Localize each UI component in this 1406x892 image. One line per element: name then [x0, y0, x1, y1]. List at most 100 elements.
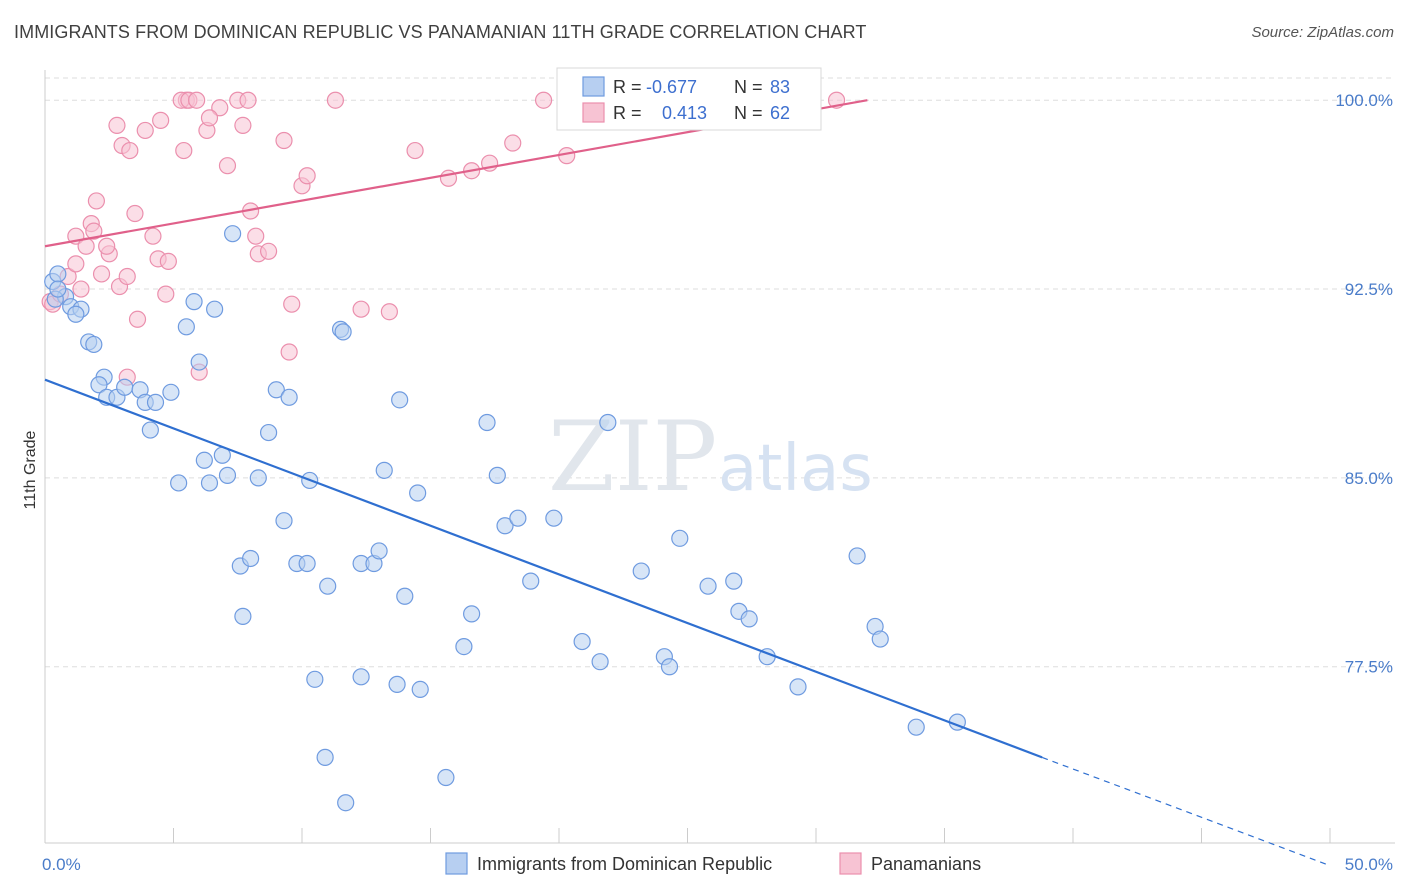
blue-data-point [725, 572, 743, 590]
blue-data-point [907, 718, 925, 736]
blue-data-point [170, 474, 188, 492]
stats-pink-r-label: R = [613, 103, 642, 123]
blue-data-point [388, 675, 406, 693]
blue-data-point [234, 607, 252, 625]
pink-data-point [352, 300, 370, 318]
blue-data-point [391, 391, 409, 409]
pink-data-point [259, 242, 278, 260]
blue-data-point [437, 768, 455, 787]
pink-data-point [159, 252, 177, 270]
blue-data-point [162, 383, 180, 401]
blue-data-point [249, 469, 267, 487]
blue-data-point [352, 668, 370, 686]
pink-data-point [211, 99, 229, 117]
y-tick-label: 77.5% [1345, 658, 1393, 677]
blue-data-point [496, 517, 514, 535]
blue-data-point [591, 653, 609, 671]
blue-data-point [740, 610, 758, 628]
blue-data-point [141, 421, 159, 439]
watermark: ZIP atlas [548, 401, 873, 513]
blue-data-point [259, 423, 278, 442]
blue-data-point [49, 265, 67, 283]
legend-blue-label: Immigrants from Dominican Republic [477, 854, 772, 874]
x-tick-label: 50.0% [1345, 855, 1393, 874]
blue-data-point [280, 388, 298, 406]
stats-blue-r-value: -0.677 [646, 77, 697, 97]
pink-data-point [126, 204, 144, 223]
chart-title: IMMIGRANTS FROM DOMINICAN REPUBLIC VS PA… [14, 22, 867, 42]
blue-data-point [789, 678, 807, 696]
pink-data-point [283, 295, 301, 313]
stats-box: R = -0.677 N = 83 R = 0.413 N = 62 [556, 67, 822, 131]
blue-data-point [306, 670, 324, 688]
legend-pink-swatch [839, 852, 862, 875]
pink-data-point [239, 91, 257, 109]
blue-data-point [573, 632, 591, 651]
blue-data-point [67, 305, 85, 323]
blue-data-point [478, 413, 496, 432]
blue-data-point [671, 529, 689, 547]
pink-points [41, 91, 846, 386]
blue-data-point [319, 577, 337, 595]
blue-data-point [195, 451, 213, 469]
gridlines [45, 77, 1395, 668]
legend: Immigrants from Dominican Republic Panam… [445, 852, 981, 875]
y-tick-label: 100.0% [1335, 91, 1393, 110]
blue-data-point [90, 376, 108, 394]
pink-data-point [247, 227, 265, 245]
pink-data-point [144, 227, 162, 245]
blue-data-point [632, 562, 650, 580]
axes [44, 70, 1395, 844]
pink-data-point [188, 91, 206, 109]
blue-data-point [409, 484, 427, 502]
pink-data-point [380, 303, 398, 321]
x-tick-label: 0.0% [42, 855, 81, 874]
pink-data-point [108, 116, 126, 134]
stats-blue-swatch [582, 76, 605, 97]
blue-data-point [49, 280, 67, 298]
blue-data-point [871, 630, 889, 648]
blue-data-point [190, 353, 208, 371]
blue-data-point [200, 474, 219, 492]
blue-data-point [411, 680, 429, 699]
blue-data-point [224, 225, 242, 243]
stats-pink-n-label: N = [734, 103, 763, 123]
legend-pink-label: Panamanians [871, 854, 981, 874]
source-credit: Source: ZipAtlas.com [1251, 24, 1394, 41]
blue-data-point [463, 605, 481, 623]
watermark-atlas: atlas [718, 432, 873, 506]
y-tick-label: 85.0% [1345, 469, 1393, 488]
blue-data-point [599, 413, 617, 432]
pink-data-point [118, 267, 136, 286]
blue-data-point [509, 509, 527, 527]
blue-data-point [316, 748, 334, 766]
stats-blue-r-label: R = [613, 77, 642, 97]
blue-trend-extension [1041, 756, 1331, 867]
blue-data-point [146, 393, 165, 411]
pink-data-point [200, 109, 219, 127]
blue-data-point [370, 542, 388, 560]
stats-blue-n-value: 83 [770, 77, 790, 97]
pink-data-point [218, 157, 237, 175]
pink-data-point [280, 343, 298, 361]
blue-data-point [375, 461, 393, 479]
blue-trend-line [44, 378, 1043, 759]
pink-data-point [72, 280, 90, 298]
blue-data-point [488, 466, 506, 484]
stats-pink-r-value: 0.413 [662, 103, 707, 123]
pink-data-point [504, 134, 522, 152]
pink-data-point [121, 141, 139, 160]
blue-data-point [337, 794, 355, 812]
pink-data-point [326, 91, 345, 109]
stats-pink-swatch [582, 102, 605, 123]
y-axis-label: 11th Grade [22, 430, 39, 509]
blue-data-point [699, 577, 717, 595]
blue-data-point [185, 293, 203, 311]
stats-pink-n-value: 62 [770, 103, 790, 123]
pink-data-point [67, 255, 85, 273]
pink-data-point [234, 116, 252, 134]
blue-data-point [522, 572, 540, 590]
pink-data-point [534, 91, 553, 109]
pink-data-point [92, 265, 111, 283]
